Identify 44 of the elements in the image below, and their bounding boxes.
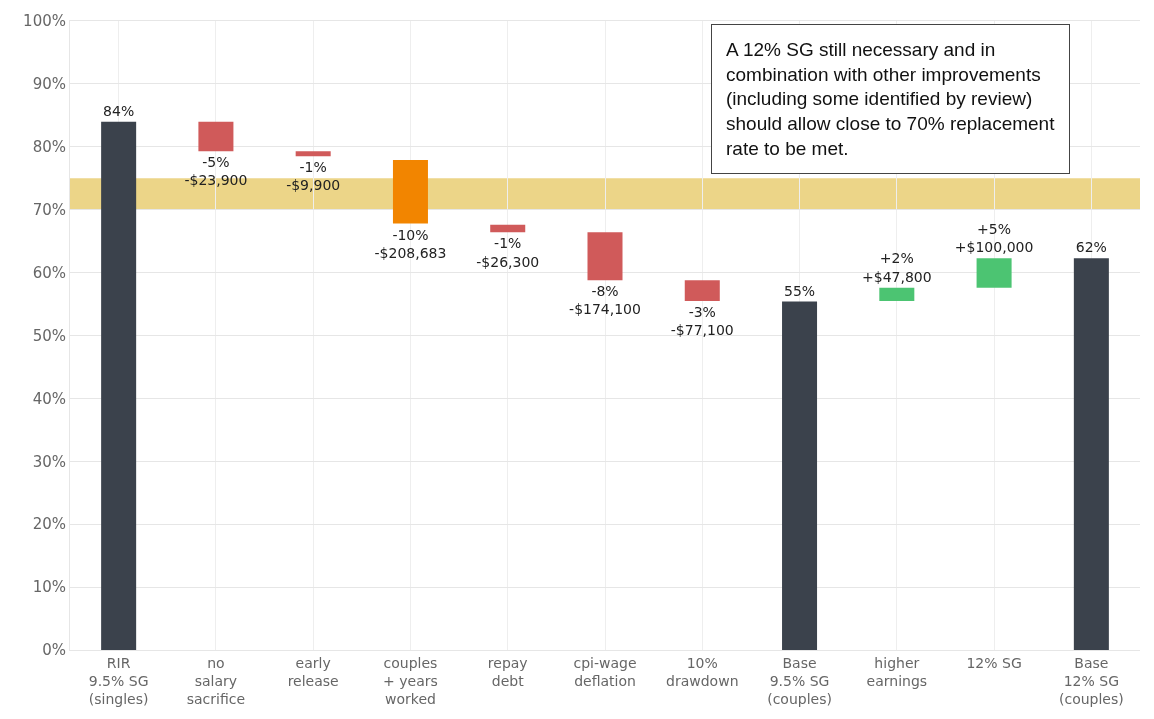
data-label: +2% +$47,800	[862, 250, 932, 285]
data-label: 84%	[103, 102, 135, 119]
y-tick-label: 10%	[32, 578, 66, 597]
bar	[879, 287, 915, 301]
data-label: +5% +$100,000	[954, 220, 1034, 256]
x-tick-label: early release	[287, 654, 339, 689]
data-label: -10% -$208,683	[374, 226, 447, 261]
y-tick-label: 70%	[32, 200, 66, 219]
bar	[684, 280, 720, 301]
bar	[587, 232, 623, 281]
x-tick-label: no salary sacrifice	[186, 654, 246, 708]
bar	[490, 224, 526, 233]
x-tick-label: Base 9.5% SG (couples)	[767, 654, 832, 708]
x-tick-label: repay debt	[487, 654, 528, 689]
y-tick-label: 80%	[32, 138, 66, 157]
y-tick-label: 60%	[32, 263, 66, 282]
y-tick-label: 30%	[32, 452, 66, 471]
bar	[198, 121, 234, 152]
y-tick-label: 20%	[32, 515, 66, 534]
y-tick-label: 50%	[32, 326, 66, 345]
x-tick-label: higher earnings	[866, 654, 928, 689]
y-tick-label: 40%	[32, 389, 66, 408]
data-label: 55%	[783, 282, 816, 299]
bar	[392, 160, 428, 224]
x-tick-label: 10% drawdown	[666, 654, 739, 689]
x-tick-label: couples + years worked	[383, 654, 438, 708]
data-label: -3% -$77,100	[670, 303, 734, 339]
bar	[101, 121, 137, 650]
y-tick-label: 90%	[32, 75, 66, 94]
x-tick-label: Base 12% SG (couples)	[1058, 654, 1124, 708]
x-tick-label: cpi-wage deflation	[573, 654, 637, 689]
y-tick-label: 100%	[23, 12, 66, 31]
bar	[295, 151, 331, 157]
y-tick-label: 0%	[42, 641, 66, 660]
annotation: A 12% SG still necessary and in combination with other improvements (including some identified by review) should allow close to 70% replacement rate to be met.	[726, 39, 1056, 159]
bar	[1073, 258, 1109, 650]
data-label: 62%	[1075, 239, 1107, 256]
x-tick-label: RIR 9.5% SG (singles)	[88, 654, 149, 708]
x-tick-label: 12% SG	[966, 654, 1022, 671]
bar	[976, 258, 1012, 288]
data-label: -1% -$26,300	[476, 235, 540, 270]
bar	[782, 301, 818, 650]
data-label: -1% -$9,900	[286, 159, 341, 194]
data-label: -8% -$174,100	[569, 283, 641, 318]
